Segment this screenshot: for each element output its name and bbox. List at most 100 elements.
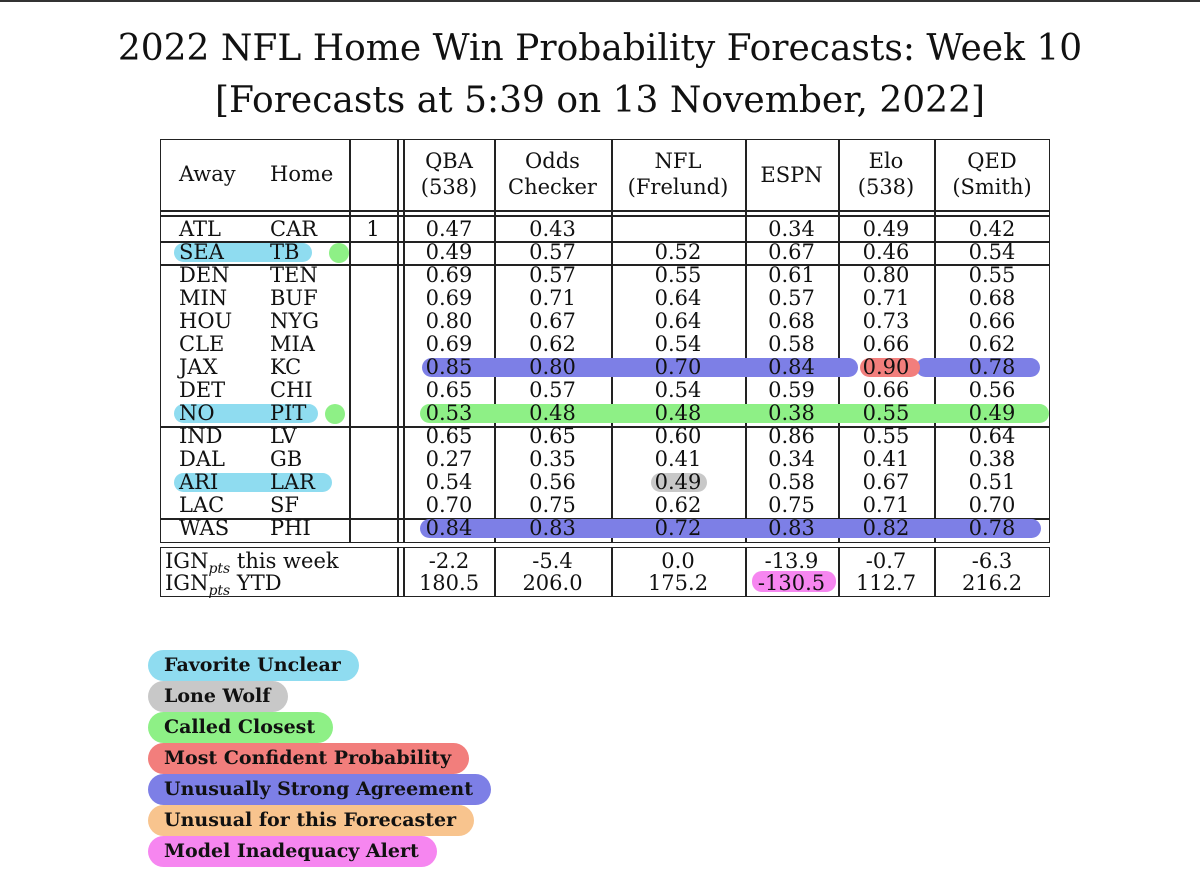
row-6-home: KC — [270, 355, 302, 379]
summary-col-divider-0 — [494, 547, 496, 597]
row-9-elo: 0.55 — [862, 424, 910, 448]
summary-label-main: IGN — [165, 549, 209, 573]
row-8-espn: 0.38 — [768, 401, 815, 425]
row-7-espn: 0.59 — [768, 378, 815, 402]
row-11-home: LAR — [270, 470, 315, 494]
row-2-qba: 0.69 — [425, 263, 473, 287]
header-odds-line2: Checker — [508, 175, 597, 199]
favorite-unclear-sea-tb — [174, 243, 312, 262]
row-13-elo: 0.82 — [862, 516, 910, 540]
row-3-nfl: 0.64 — [654, 286, 702, 310]
row-13-away: WAS — [179, 516, 230, 540]
legend-item-favorite-unclear: Favorite Unclear — [148, 650, 359, 681]
row-2-nfl: 0.55 — [654, 263, 702, 287]
row-0-odds: 0.43 — [529, 217, 576, 241]
row-8-elo: 0.55 — [862, 401, 910, 425]
divider-nfl-espn — [745, 139, 747, 543]
legend-item-lone-wolf: Lone Wolf — [148, 681, 289, 712]
row-2-odds: 0.57 — [529, 263, 576, 287]
row-9-qba: 0.65 — [425, 424, 473, 448]
row-10-away: DAL — [179, 447, 225, 471]
favorite-unclear-ari-lar — [174, 473, 332, 492]
row-7-away: DET — [179, 378, 226, 402]
summary-col-divider-4 — [934, 547, 936, 597]
row-3-odds: 0.71 — [529, 286, 576, 310]
summary-col-divider-2 — [745, 547, 747, 597]
summary-1-nfl: 175.2 — [647, 571, 709, 595]
row-1-odds: 0.57 — [529, 240, 576, 264]
row-0-home: CAR — [270, 217, 318, 241]
row-3-espn: 0.57 — [768, 286, 815, 310]
divider-double-a — [397, 139, 399, 543]
summary-1-label: IGNpts YTD — [165, 572, 282, 603]
row-6-elo: 0.90 — [862, 355, 910, 379]
row-7-home: CHI — [270, 378, 313, 402]
row-12-nfl: 0.62 — [654, 493, 702, 517]
called-closest-dot-sea-tb — [329, 243, 349, 263]
table-summary-frame — [160, 547, 1050, 597]
row-12-qba: 0.70 — [425, 493, 473, 517]
row-4-nfl: 0.64 — [654, 309, 702, 333]
row-1-away: SEA — [179, 240, 224, 264]
row-7-qba: 0.65 — [425, 378, 473, 402]
row-11-nfl: 0.49 — [654, 470, 702, 494]
table-main-frame — [160, 139, 1050, 543]
row-10-nfl: 0.41 — [654, 447, 702, 471]
summary-0-qba: -2.2 — [428, 549, 470, 573]
row-1-qed: 0.54 — [968, 240, 1016, 264]
row-1-elo: 0.46 — [862, 240, 910, 264]
summary-1-qba: 180.5 — [418, 571, 480, 595]
legend-item-unusual-for-this-forecaster: Unusual for this Forecaster — [148, 805, 475, 836]
row-7-nfl: 0.54 — [654, 378, 702, 402]
row-4-elo: 0.73 — [862, 309, 910, 333]
row-0-qed: 0.42 — [968, 217, 1016, 241]
row-4-espn: 0.68 — [768, 309, 815, 333]
summary-label-rest: this week — [230, 549, 339, 573]
summary-divider-b — [403, 547, 405, 597]
header-elo-line1: Elo — [868, 149, 904, 173]
row-6-espn: 0.84 — [768, 355, 815, 379]
row-12-odds: 0.75 — [529, 493, 576, 517]
group-rule-2 — [160, 426, 1050, 428]
header-qed-line1: QED — [967, 149, 1017, 173]
row-13-qba: 0.84 — [425, 516, 473, 540]
legend-item-unusually-strong-agreement: Unusually Strong Agreement — [148, 774, 492, 805]
row-6-away: JAX — [179, 355, 218, 379]
row-2-home: TEN — [270, 263, 318, 287]
row-3-qba: 0.69 — [425, 286, 473, 310]
row-5-odds: 0.62 — [529, 332, 576, 356]
row-6-qed: 0.78 — [968, 355, 1016, 379]
summary-1-odds: 206.0 — [522, 571, 583, 595]
header-away: Away — [179, 162, 236, 186]
row-5-elo: 0.66 — [862, 332, 910, 356]
row-5-qed: 0.62 — [968, 332, 1016, 356]
row-13-qed: 0.78 — [968, 516, 1016, 540]
lone-wolf-nfl-ari-lar — [651, 473, 707, 492]
row-12-qed: 0.70 — [968, 493, 1016, 517]
row-0-elo: 0.49 — [862, 217, 910, 241]
row-8-home: PIT — [270, 401, 307, 425]
summary-label-sub: pts — [208, 583, 231, 600]
summary-label-main: IGN — [165, 571, 209, 595]
header-rule-2 — [160, 215, 1050, 217]
legend-item-model-inadequacy-alert: Model Inadequacy Alert — [148, 836, 437, 867]
summary-0-elo: -0.7 — [865, 549, 907, 573]
row-12-away: LAC — [179, 493, 225, 517]
row-4-home: NYG — [270, 309, 320, 333]
row-11-elo: 0.67 — [862, 470, 910, 494]
most-confident-elo-jax-kc — [860, 358, 920, 377]
row-5-away: CLE — [179, 332, 225, 356]
strong-agreement-jax-kc-b — [916, 358, 1040, 377]
row-3-home: BUF — [270, 286, 318, 310]
row-12-home: SF — [270, 493, 299, 517]
title-line-2: [Forecasts at 5:39 on 13 November, 2022] — [214, 80, 986, 121]
title-line-1: 2022 NFL Home Win Probability Forecasts:… — [117, 28, 1083, 69]
row-5-qba: 0.69 — [425, 332, 473, 356]
divider-qba-odds — [494, 139, 496, 543]
row-2-elo: 0.80 — [862, 263, 910, 287]
summary-label-rest: YTD — [230, 571, 282, 595]
header-qed-line2: (Smith) — [952, 175, 1032, 199]
row-7-qed: 0.56 — [968, 378, 1016, 402]
row-0-away: ATL — [179, 217, 221, 241]
row-9-away: IND — [179, 424, 223, 448]
